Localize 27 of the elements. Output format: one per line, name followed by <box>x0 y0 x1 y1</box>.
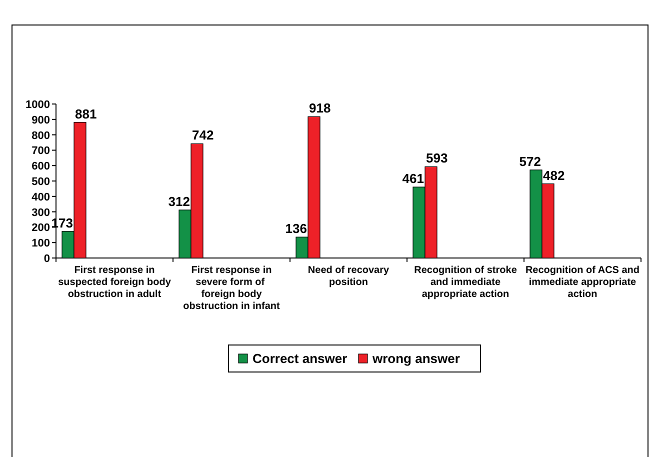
y-tick-label: 1000 <box>26 99 50 111</box>
data-label: 918 <box>309 100 331 116</box>
x-tick-label: First response in suspected foreign body obstruction in adult <box>58 265 172 300</box>
y-tick-label: 600 <box>32 160 50 173</box>
y-tick-label: 300 <box>32 206 50 219</box>
x-tick-label: Recognition of stroke and immediate appropriate action <box>414 265 518 300</box>
x-tick-label: Recognition of ACS and immediate appropriate action <box>525 265 640 300</box>
y-tick-label: 200 <box>32 222 50 234</box>
y-tick-label: 700 <box>32 145 50 158</box>
data-label: 593 <box>426 150 448 166</box>
data-label: 461 <box>402 171 424 186</box>
data-label: 136 <box>285 221 307 236</box>
y-tick-label: 500 <box>32 176 50 188</box>
x-tick-label: Need of recovary position <box>308 265 390 288</box>
y-tick-label: 900 <box>32 114 50 126</box>
y-tick-label: 400 <box>32 191 50 204</box>
data-label: 482 <box>543 168 565 183</box>
y-tick-label: 0 <box>44 253 50 265</box>
data-label: 881 <box>75 106 97 122</box>
y-tick-label: 100 <box>32 238 50 250</box>
legend-label: Correct answer <box>252 351 348 366</box>
y-tick-label: 800 <box>32 130 50 142</box>
data-label: 742 <box>192 128 214 143</box>
legend-label: wrong answer <box>372 351 460 366</box>
data-label: 572 <box>519 154 541 169</box>
data-label: 312 <box>168 194 190 209</box>
x-tick-label: First response in severe form of foreign body obstruction in infant <box>183 265 280 312</box>
